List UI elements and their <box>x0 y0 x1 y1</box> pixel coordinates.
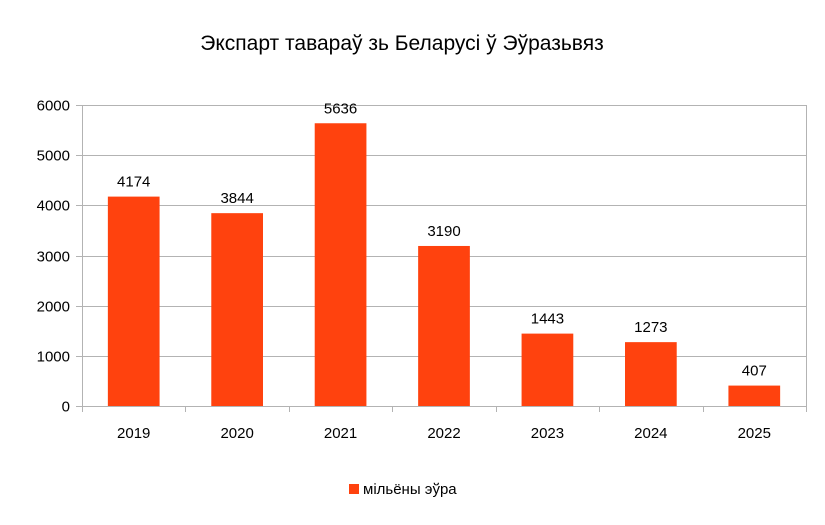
bar-2024 <box>625 342 677 406</box>
bar-2023 <box>521 333 574 406</box>
y-tick-label: 5000 <box>37 148 70 165</box>
x-tick-label: 2022 <box>427 425 460 442</box>
data-label-2025: 407 <box>742 363 767 380</box>
axes: 0 1000 2000 3000 4000 5000 6000 2019 2020 2021 202… <box>37 98 807 442</box>
legend: мільёны эўра <box>349 481 457 498</box>
y-tick-label: 6000 <box>37 98 70 115</box>
x-tick-label: 2020 <box>220 425 253 442</box>
chart-title: Экспарт тавараў зь Беларусі ў Эўразьвяз <box>200 32 603 55</box>
data-label-2022: 3190 <box>427 223 460 240</box>
bar-2020 <box>211 213 263 406</box>
data-labels: 4174 3844 5636 3190 1443 1273 407 <box>117 100 767 379</box>
bar-2021 <box>314 123 367 406</box>
y-tick-label: 2000 <box>37 299 70 316</box>
data-label-2023: 1443 <box>531 311 564 328</box>
x-tick-label: 2021 <box>324 425 357 442</box>
data-label-2024: 1273 <box>634 319 667 336</box>
y-tick-label: 0 <box>62 399 70 416</box>
x-tick-label: 2019 <box>117 425 150 442</box>
y-tick-label: 4000 <box>37 198 70 215</box>
y-tick-label: 3000 <box>37 249 70 266</box>
legend-label: мільёны эўра <box>363 481 457 498</box>
x-tick-label: 2025 <box>738 425 771 442</box>
bar-2019 <box>107 196 160 406</box>
bar-2025 <box>728 385 781 406</box>
bar-2022 <box>418 245 470 406</box>
data-label-2020: 3844 <box>220 190 253 207</box>
x-tick-label: 2023 <box>531 425 564 442</box>
data-label-2019: 4174 <box>117 174 150 191</box>
bars <box>107 123 781 406</box>
y-tick-label: 1000 <box>37 349 70 366</box>
x-tick-label: 2024 <box>634 425 667 442</box>
legend-swatch <box>349 484 359 494</box>
data-label-2021: 5636 <box>324 100 357 117</box>
